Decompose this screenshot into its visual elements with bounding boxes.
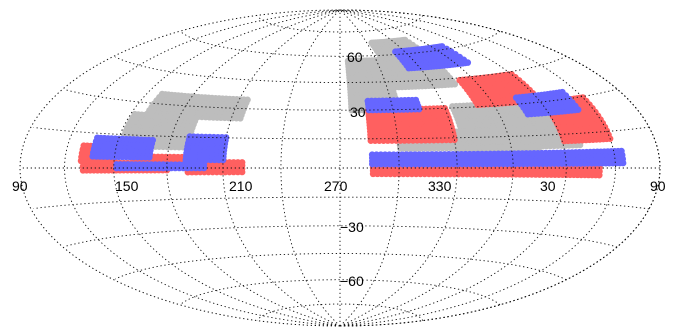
survey-point: [392, 48, 399, 55]
lon-label-210: 210: [229, 178, 253, 194]
longitude-line: [339, 9, 400, 327]
lat-label-minus-60: −60: [340, 273, 364, 289]
survey-points: [77, 36, 627, 179]
survey-point: [368, 39, 376, 47]
survey-point: [113, 161, 120, 168]
latitude-line: [33, 196, 650, 210]
lon-label-90-left: 90: [12, 178, 28, 194]
survey-point: [512, 94, 520, 102]
longitude-line: [339, 9, 458, 327]
survey-point: [364, 97, 372, 105]
survey-point: [186, 133, 194, 140]
longitude-line: [222, 9, 341, 327]
lat-label-30: 30: [350, 104, 366, 120]
survey-point: [94, 134, 101, 142]
survey-point: [158, 90, 166, 98]
longitude-line: [64, 9, 341, 327]
lon-label-150: 150: [115, 178, 139, 194]
survey-point: [454, 144, 462, 152]
lat-label-60: 60: [347, 49, 363, 65]
latitude-line: [64, 225, 618, 248]
lon-label-90-right: 90: [650, 178, 666, 194]
lat-label-minus-30: −30: [340, 219, 364, 235]
lon-label-30: 30: [540, 178, 556, 194]
longitude-line: [280, 9, 341, 327]
survey-point: [344, 57, 352, 65]
survey-point: [368, 151, 376, 159]
latitude-line: [64, 88, 618, 111]
survey-point: [456, 76, 463, 84]
survey-point: [80, 142, 88, 149]
projection-grid: [19, 9, 661, 327]
lon-label-330: 330: [428, 178, 452, 194]
survey-point: [449, 103, 456, 110]
lon-label-270: 270: [324, 178, 348, 194]
latitude-line: [33, 126, 650, 140]
survey-point: [131, 110, 139, 118]
longitude-line: [339, 9, 616, 327]
